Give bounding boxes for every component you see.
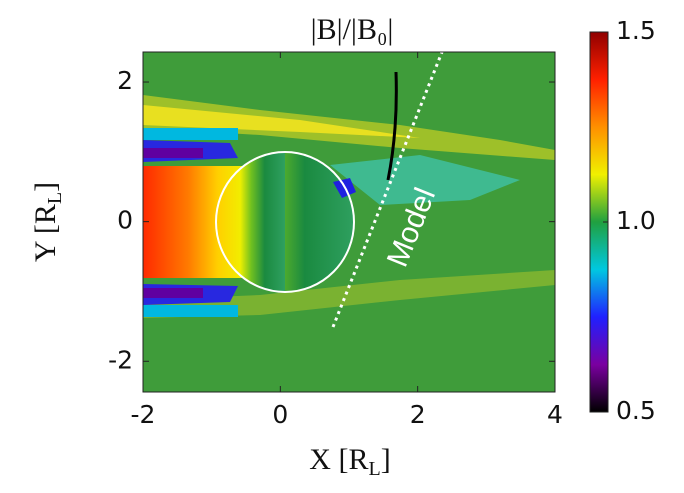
trace-curve	[386, 71, 398, 181]
x-axis-label: X [RL]	[309, 443, 390, 480]
y-label-main: Y [R	[29, 204, 62, 262]
colorbar-tick-label: 1.0	[616, 206, 656, 235]
y-tick-label: 2	[117, 66, 133, 95]
chart-title: |B|/|B₀|	[311, 13, 394, 46]
model-line	[331, 52, 444, 328]
y-tick-label: 0	[117, 206, 133, 235]
x-tick-label: 4	[547, 400, 563, 429]
x-label-main: X [R	[309, 443, 368, 476]
y-label-end: ]	[29, 182, 62, 192]
y-label-sub: L	[44, 192, 66, 204]
x-label-end: ]	[381, 443, 391, 476]
x-tick-label: -2	[131, 400, 156, 429]
x-label-sub: L	[368, 458, 380, 480]
field-image	[143, 52, 555, 392]
x-tick-label: 2	[410, 400, 426, 429]
moon-outline	[215, 151, 355, 293]
x-tick-label: 0	[272, 400, 288, 429]
colorbar-tick-label: 0.5	[616, 396, 656, 425]
y-tick-label: -2	[108, 345, 133, 374]
colorbar-tick-label: 1.5	[616, 16, 656, 45]
y-axis-label: Y [RL]	[29, 182, 66, 262]
